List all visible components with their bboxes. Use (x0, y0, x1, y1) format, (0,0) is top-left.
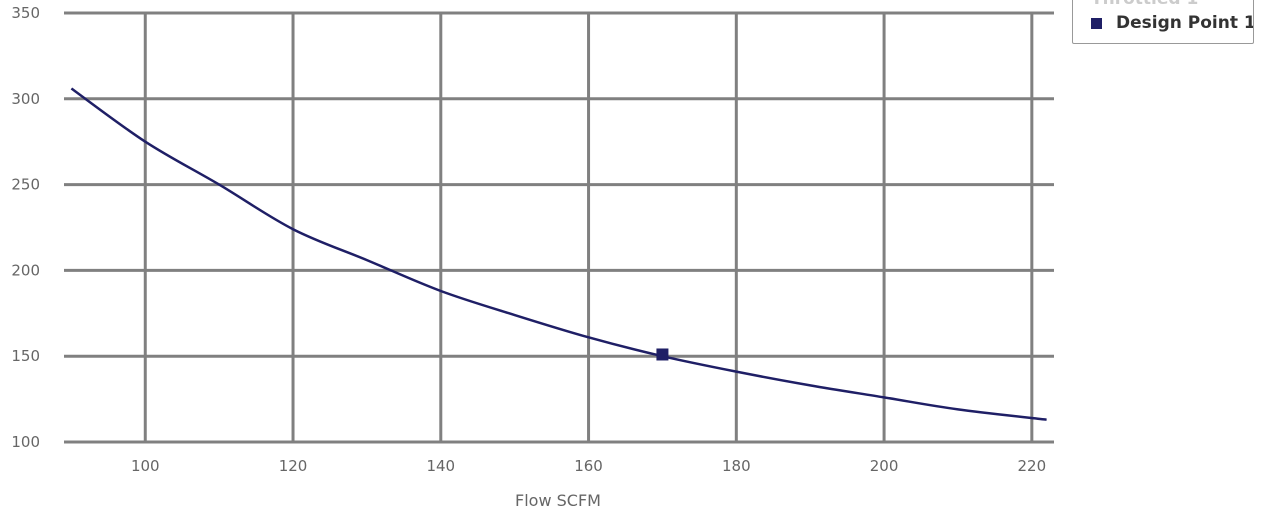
series-line-0 (70, 87, 1047, 421)
x-tick-label: 100 (131, 457, 160, 475)
y-tick-label: 250 (11, 176, 40, 194)
legend: Throttled 1 Design Point 1 (1072, 0, 1254, 44)
y-tick-label: 350 (11, 4, 40, 22)
legend-label: Design Point 1 (1116, 13, 1254, 33)
x-tick-label: 140 (426, 457, 455, 475)
x-tick-label: 160 (574, 457, 603, 475)
y-tick-label: 150 (11, 347, 40, 365)
x-tick-label: 120 (279, 457, 308, 475)
y-tick-label: 200 (11, 261, 40, 279)
square-marker-icon (1091, 17, 1102, 29)
grid (64, 11, 1054, 444)
x-axis-title: Flow SCFM (515, 491, 601, 510)
y-axis-ticks: 100 150 200 250 300 350 (11, 4, 40, 451)
x-tick-label: 220 (1018, 457, 1047, 475)
series-layer (70, 87, 1047, 421)
design-point-marker (656, 348, 669, 361)
legend-item-throttled-1[interactable]: Throttled 1 (1091, 0, 1198, 9)
x-axis-ticks: 100 120 140 160 180 200 220 (131, 457, 1046, 475)
legend-label: Throttled 1 (1091, 0, 1198, 9)
x-tick-label: 200 (870, 457, 899, 475)
y-tick-label: 300 (11, 90, 40, 108)
y-tick-label: 100 (11, 433, 40, 451)
legend-item-design-point-1[interactable]: Design Point 1 (1091, 13, 1254, 33)
x-tick-label: 180 (722, 457, 751, 475)
